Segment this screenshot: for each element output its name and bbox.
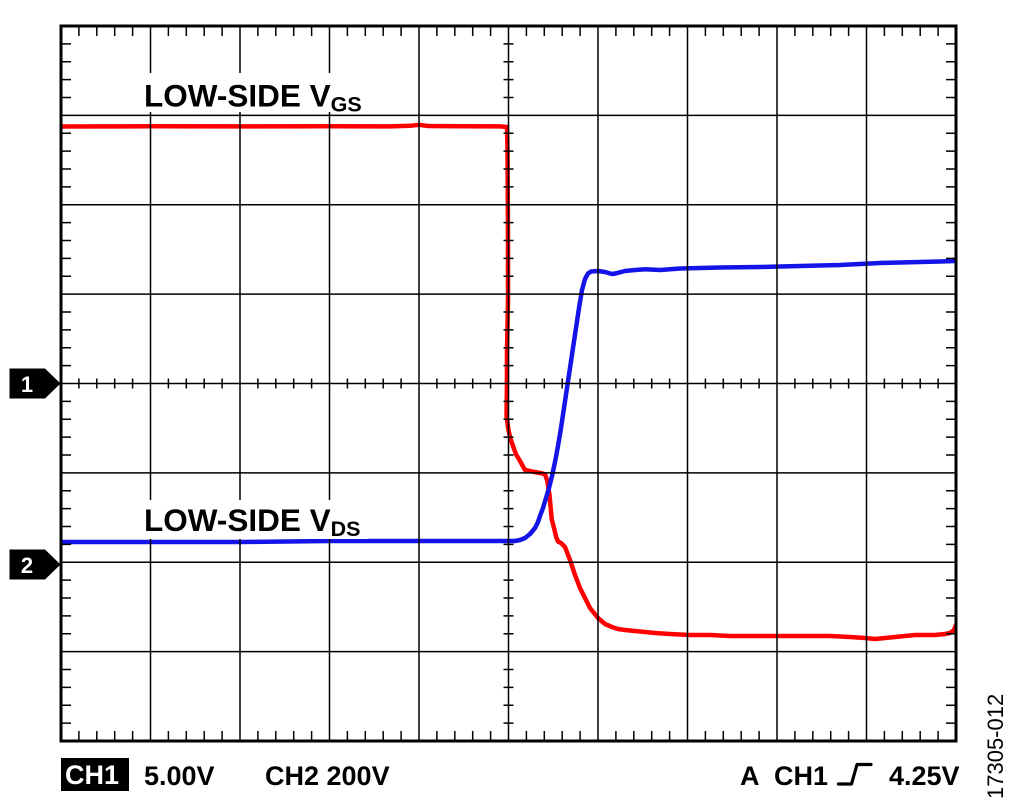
svg-text:CH2 200V: CH2 200V	[265, 761, 390, 791]
svg-text:4.25V: 4.25V	[889, 761, 960, 791]
svg-text:17305-012: 17305-012	[983, 694, 1008, 799]
svg-text:2: 2	[21, 553, 33, 578]
svg-text:LOW-SIDE VGS: LOW-SIDE VGS	[144, 78, 362, 117]
svg-text:CH1: CH1	[65, 760, 119, 790]
svg-text:1: 1	[21, 372, 33, 397]
svg-text:CH1: CH1	[774, 761, 828, 791]
svg-text:A: A	[740, 761, 760, 791]
svg-text:5.00V: 5.00V	[144, 761, 215, 791]
svg-text:LOW-SIDE VDS: LOW-SIDE VDS	[144, 502, 361, 541]
